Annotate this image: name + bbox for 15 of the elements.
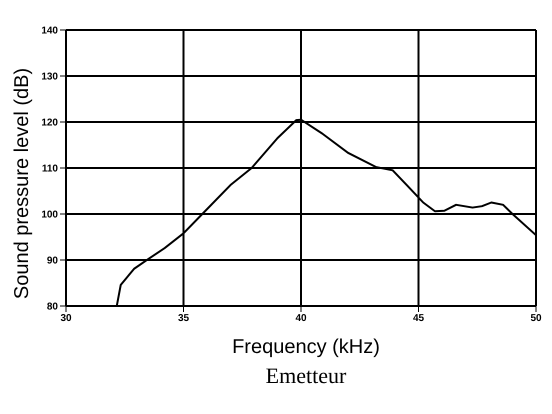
x-tick-label: 35 <box>178 313 190 324</box>
y-tick-label: 100 <box>41 210 58 221</box>
y-tick-label: 140 <box>41 26 58 37</box>
y-axis-title: Sound pressure level (dB) <box>12 67 34 299</box>
text: Emetteur <box>264 363 348 389</box>
y-tick-label: 110 <box>42 164 58 175</box>
x-axis-title: Frequency (kHz) <box>231 336 381 359</box>
y-tick-label: 90 <box>46 256 58 267</box>
x-tick-label: 45 <box>412 313 424 324</box>
x-tick-label: 40 <box>295 313 307 324</box>
x-tick-label: 50 <box>530 313 542 324</box>
y-tick-label: 120 <box>41 118 58 129</box>
y-tick-label: 80 <box>46 302 58 313</box>
y-tick-label: 130 <box>41 72 58 83</box>
x-tick-label: 30 <box>60 313 72 324</box>
